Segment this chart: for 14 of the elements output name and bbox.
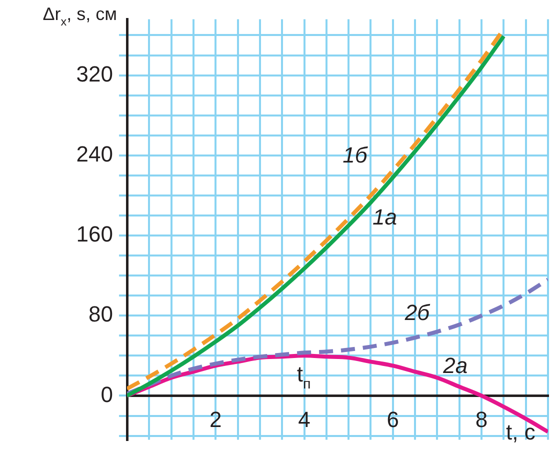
y-tick-label: 160 [76,222,113,247]
series-label: 1а [372,204,397,230]
y-tick-label: 240 [76,141,113,166]
series-label: 1б [342,142,369,168]
x-axis-title: t, с [506,420,536,445]
x-tick-label: 8 [475,407,488,432]
x-tick-label: 2 [210,407,222,432]
y-tick-label: 80 [88,302,113,327]
series-label: 2б [404,300,432,325]
x-tick-label: 6 [386,407,400,432]
x-tick-label: 4 [298,407,310,432]
y-tick-label: 320 [76,61,113,86]
y-tick-label: 0 [100,382,113,407]
series-label: 2а [442,352,468,378]
